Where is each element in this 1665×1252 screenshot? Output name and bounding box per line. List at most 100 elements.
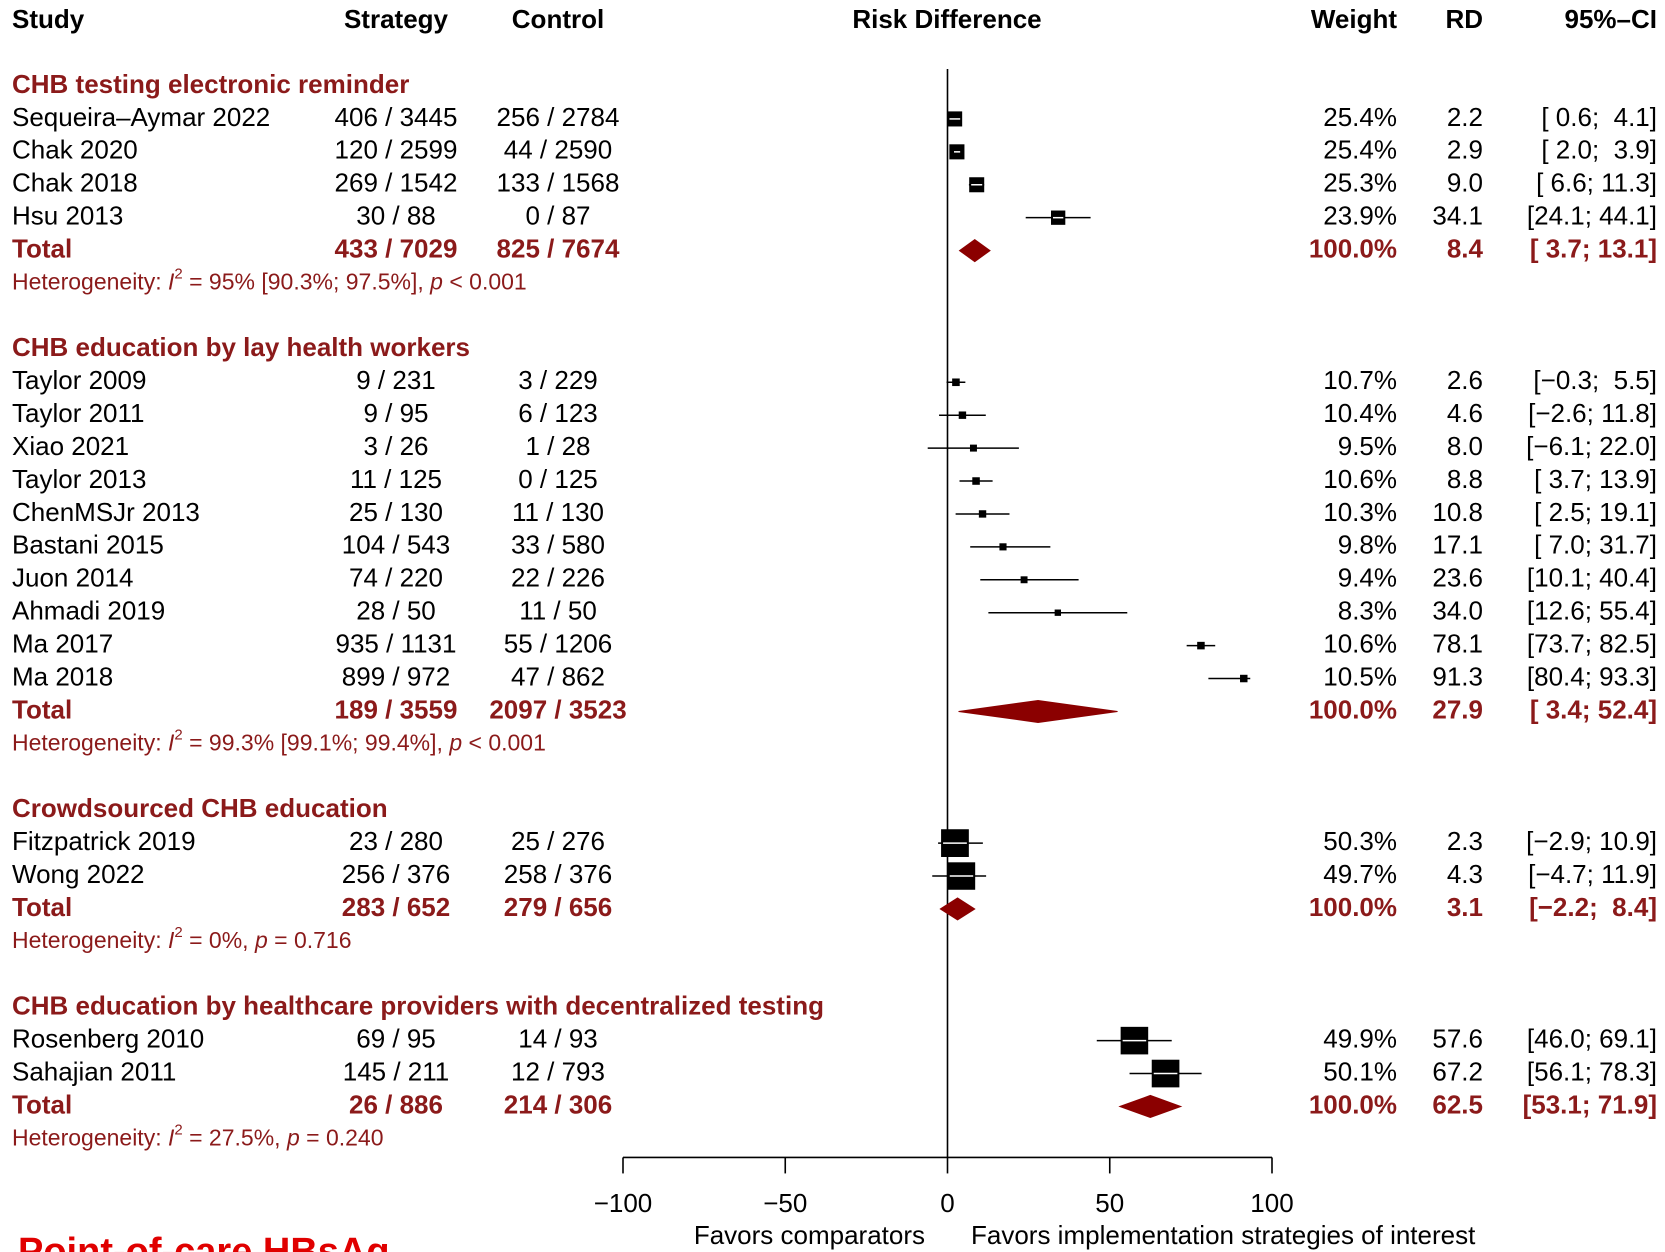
strategy-count: 269 / 1542 [335, 168, 458, 198]
effect-square [1197, 641, 1205, 650]
heterogeneity: Heterogeneity: I2 = 95% [90.3%; 97.5%], … [12, 266, 527, 295]
study-label: Taylor 2009 [12, 365, 146, 395]
strategy-count: 899 / 972 [342, 661, 450, 691]
control-count: 22 / 226 [511, 563, 605, 593]
effect-square [972, 477, 980, 485]
strategy-count: 3 / 26 [363, 431, 428, 461]
heterogeneity-part: = 0%, [183, 927, 255, 953]
header-strategy: Strategy [344, 4, 449, 34]
study-label: Ahmadi 2019 [12, 596, 165, 626]
ci-label: [73.7; 82.5] [1527, 628, 1657, 658]
strategy-count: 9 / 95 [363, 398, 428, 428]
strategy-count: 145 / 211 [343, 1056, 450, 1086]
effect-square [999, 543, 1007, 551]
group-title: CHB testing electronic reminder [12, 69, 409, 99]
rd-label: 57.6 [1432, 1024, 1483, 1054]
rd-label: 8.8 [1447, 464, 1483, 494]
x-tick-label: −100 [594, 1188, 653, 1218]
heterogeneity-part: p [448, 729, 462, 755]
rd-label: 3.1 [1447, 892, 1483, 922]
weight-label: 9.8% [1338, 530, 1397, 560]
heterogeneity-part: 2 [174, 266, 182, 283]
ci-label: [−6.1; 22.0] [1526, 431, 1657, 461]
study-label: Ma 2018 [12, 661, 113, 691]
heterogeneity: Heterogeneity: I2 = 27.5%, p = 0.240 [12, 1122, 384, 1151]
strategy-count: 28 / 50 [356, 596, 436, 626]
control-count: 11 / 130 [512, 497, 604, 527]
heterogeneity: Heterogeneity: I2 = 0%, p = 0.716 [12, 924, 352, 953]
ci-label: [ 6.6; 11.3] [1536, 168, 1657, 198]
header-rd: RD [1445, 4, 1483, 34]
group-title: CHB education by healthcare providers wi… [12, 991, 824, 1021]
ci-label: [−0.3; 5.5] [1533, 365, 1657, 395]
rd-label: 2.9 [1447, 135, 1483, 165]
control-count: 12 / 793 [511, 1056, 605, 1086]
control-count: 256 / 2784 [497, 102, 620, 132]
heterogeneity-part: = 99.3% [99.1%; 99.4%], [183, 729, 450, 755]
heterogeneity-part: = 27.5%, [183, 1124, 287, 1150]
ci-label: [56.1; 78.3] [1527, 1056, 1657, 1086]
effect-square [978, 510, 987, 518]
ci-label: [−2.2; 8.4] [1529, 892, 1657, 922]
summary-diamond [958, 238, 991, 263]
control-count: 3 / 229 [518, 365, 598, 395]
strategy-count: 433 / 7029 [335, 233, 458, 263]
ci-label: [ 2.0; 3.9] [1541, 135, 1657, 165]
effect-square [1054, 609, 1062, 616]
rd-label: 2.2 [1447, 102, 1483, 132]
strategy-count: 25 / 130 [349, 497, 443, 527]
header-control: Control [512, 4, 604, 34]
x-tick-label: 0 [940, 1188, 954, 1218]
study-label: Total [12, 1089, 72, 1119]
summary-diamond [939, 897, 976, 921]
heterogeneity-part: Heterogeneity: [12, 269, 168, 295]
group-title: CHB education by lay health workers [12, 332, 470, 362]
heterogeneity-part: 2 [174, 727, 182, 744]
weight-label: 10.4% [1323, 398, 1397, 428]
study-label: Total [12, 233, 72, 263]
strategy-count: 189 / 3559 [335, 694, 458, 724]
weight-label: 100.0% [1309, 892, 1397, 922]
header-ci: 95%–CI [1565, 4, 1658, 34]
heterogeneity-part: = 0.716 [268, 927, 352, 953]
study-label: Ma 2017 [12, 628, 113, 658]
heterogeneity: Heterogeneity: I2 = 99.3% [99.1%; 99.4%]… [12, 727, 546, 756]
rd-label: 8.0 [1447, 431, 1483, 461]
rd-label: 27.9 [1432, 694, 1483, 724]
control-count: 14 / 93 [518, 1024, 598, 1054]
heterogeneity-part: I [168, 729, 175, 755]
weight-label: 25.3% [1323, 168, 1397, 198]
weight-label: 10.6% [1323, 628, 1397, 658]
study-label: Xiao 2021 [12, 431, 129, 461]
header-weight: Weight [1311, 4, 1398, 34]
control-count: 214 / 306 [504, 1089, 612, 1119]
rd-label: 62.5 [1432, 1089, 1483, 1119]
strategy-count: 406 / 3445 [335, 102, 458, 132]
effect-square [1240, 674, 1248, 683]
ci-label: [10.1; 40.4] [1527, 563, 1657, 593]
heterogeneity-part: I [168, 1124, 175, 1150]
effect-square [952, 378, 960, 387]
control-count: 33 / 580 [511, 530, 605, 560]
heterogeneity-part: I [168, 269, 175, 295]
study-label: Bastani 2015 [12, 530, 164, 560]
weight-label: 50.1% [1323, 1056, 1397, 1086]
study-label: Wong 2022 [12, 859, 145, 889]
control-count: 1 / 28 [525, 431, 590, 461]
weight-label: 100.0% [1309, 694, 1397, 724]
heterogeneity-part: Heterogeneity: [12, 1124, 168, 1150]
heterogeneity-part: p [286, 1124, 300, 1150]
summary-diamond [958, 699, 1118, 723]
strategy-count: 283 / 652 [342, 892, 450, 922]
study-label: ChenMSJr 2013 [12, 497, 200, 527]
heterogeneity-part: 2 [174, 1122, 182, 1139]
ci-label: [−2.9; 10.9] [1526, 826, 1657, 856]
rd-label: 2.3 [1447, 826, 1483, 856]
x-label-right: Favors implementation strategies of inte… [971, 1220, 1476, 1250]
heterogeneity-part: Heterogeneity: [12, 729, 168, 755]
control-count: 0 / 125 [518, 464, 598, 494]
weight-label: 25.4% [1323, 102, 1397, 132]
ci-label: [24.1; 44.1] [1527, 201, 1657, 231]
effect-square [958, 411, 967, 419]
